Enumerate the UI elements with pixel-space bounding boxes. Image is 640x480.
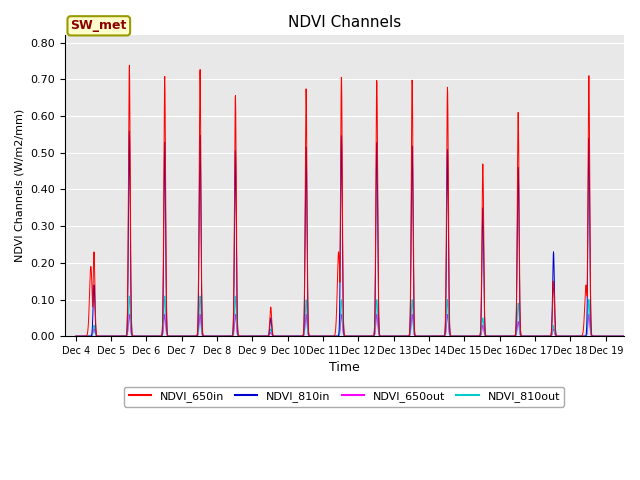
Legend: NDVI_650in, NDVI_810in, NDVI_650out, NDVI_810out: NDVI_650in, NDVI_810in, NDVI_650out, NDV… [124,387,564,407]
Title: NDVI Channels: NDVI Channels [287,15,401,30]
Text: SW_met: SW_met [70,19,127,32]
Y-axis label: NDVI Channels (W/m2/mm): NDVI Channels (W/m2/mm) [15,109,25,263]
X-axis label: Time: Time [329,361,360,374]
